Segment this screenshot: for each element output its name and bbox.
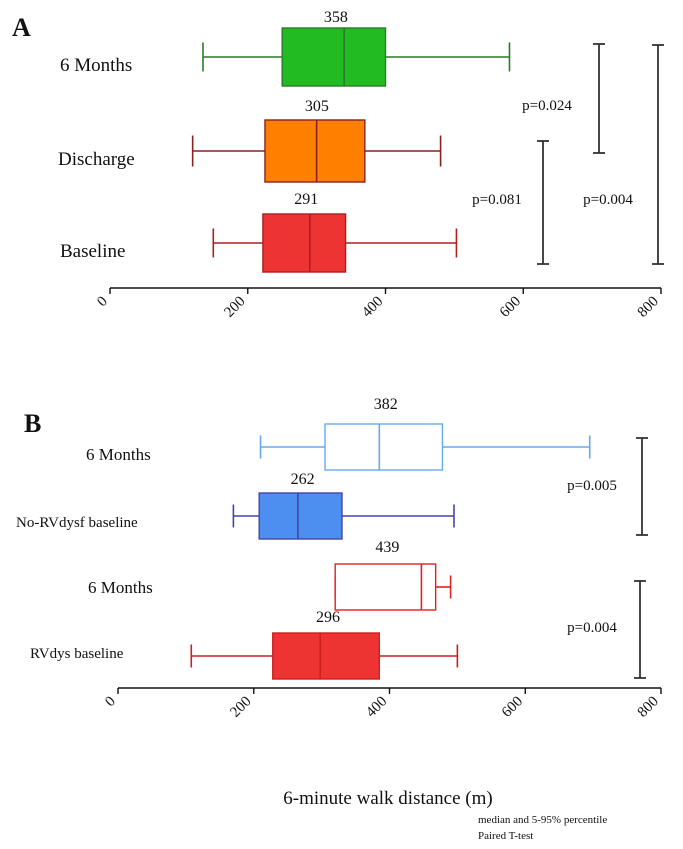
- x-tick-label: 800: [635, 694, 662, 721]
- box: [281, 27, 387, 87]
- p-value-label: p=0.004: [567, 620, 617, 636]
- x-tick-label: 200: [221, 294, 248, 321]
- box-value-label: 439: [375, 539, 399, 556]
- p-value-label: p=0.024: [522, 98, 572, 114]
- box-value-label: 382: [374, 396, 398, 413]
- panel-a-letter: A: [12, 13, 31, 42]
- footnote-percentile: median and 5-95% percentile: [478, 814, 607, 826]
- x-tick-label: 400: [363, 694, 390, 721]
- panel-b-plot: 6 Months 382 No-RVdysf baseline 262 6 Months…: [16, 396, 662, 721]
- x-tick-label: 600: [497, 294, 524, 321]
- box: [258, 492, 343, 540]
- footnote-test: Paired T-test: [478, 830, 533, 842]
- x-tick-label: 0: [102, 694, 119, 711]
- category-label: 6 Months: [60, 55, 132, 76]
- p-value-label: p=0.004: [583, 192, 633, 208]
- box: [334, 563, 437, 611]
- category-label: RVdys baseline: [30, 646, 124, 662]
- category-label: Discharge: [58, 149, 135, 170]
- box: [264, 119, 366, 183]
- box: [272, 632, 381, 680]
- box-value-label: 296: [316, 609, 340, 626]
- x-axis-label: 6-minute walk distance (m): [283, 788, 492, 809]
- category-label: No-RVdysf baseline: [16, 515, 138, 531]
- category-label: 6 Months: [86, 445, 151, 464]
- box-value-label: 305: [305, 98, 329, 115]
- x-tick-label: 400: [359, 294, 386, 321]
- x-tick-label: 800: [635, 294, 662, 321]
- box: [324, 423, 444, 471]
- box-value-label: 358: [324, 9, 348, 26]
- p-value-label: p=0.081: [472, 192, 522, 208]
- category-label: 6 Months: [88, 578, 153, 597]
- panel-a-plot: 6 Months 358 Discharge 305 Baseline 291 0 200 40…: [58, 9, 664, 321]
- x-tick-label: 200: [227, 694, 254, 721]
- box-value-label: 291: [294, 191, 318, 208]
- box-value-label: 262: [291, 471, 315, 488]
- x-tick-label: 0: [94, 294, 111, 311]
- p-value-label: p=0.005: [567, 478, 617, 494]
- category-label: Baseline: [60, 241, 125, 262]
- box: [262, 213, 347, 273]
- x-tick-label: 600: [499, 694, 526, 721]
- panel-b-letter: B: [24, 409, 41, 438]
